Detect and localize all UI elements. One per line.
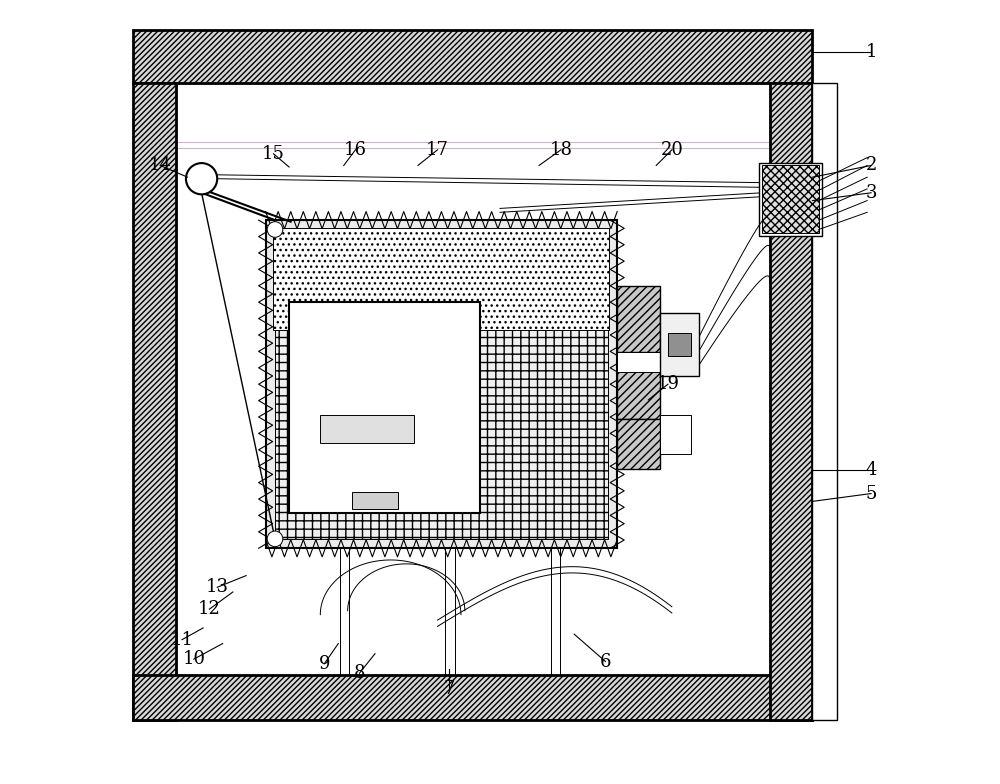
Text: 7: 7 <box>444 680 455 698</box>
Text: 17: 17 <box>426 141 449 159</box>
Bar <box>617 419 660 470</box>
Text: 12: 12 <box>198 601 221 618</box>
Bar <box>617 285 660 352</box>
Bar <box>133 31 812 83</box>
Bar <box>770 83 812 720</box>
Bar <box>273 228 609 329</box>
Text: 1: 1 <box>865 43 877 61</box>
Text: 5: 5 <box>865 485 877 503</box>
Bar <box>660 313 699 376</box>
Bar <box>660 415 691 454</box>
Text: 14: 14 <box>149 157 172 175</box>
Circle shape <box>267 531 283 546</box>
Bar <box>176 83 770 675</box>
Text: 4: 4 <box>865 461 877 479</box>
Bar <box>275 230 608 539</box>
Text: 15: 15 <box>262 145 285 163</box>
Bar <box>668 332 691 356</box>
Circle shape <box>186 163 217 194</box>
Text: 16: 16 <box>344 141 367 159</box>
Text: 20: 20 <box>660 141 683 159</box>
Text: 19: 19 <box>656 376 679 394</box>
Bar <box>617 352 660 372</box>
Text: 8: 8 <box>354 664 365 682</box>
Bar <box>133 83 176 720</box>
Bar <box>617 360 660 419</box>
Bar <box>352 492 398 509</box>
Bar <box>759 163 822 236</box>
Text: 9: 9 <box>318 655 330 673</box>
Bar <box>762 165 819 234</box>
Circle shape <box>267 222 283 238</box>
Text: 13: 13 <box>206 579 229 597</box>
Text: 10: 10 <box>182 650 205 668</box>
Text: 18: 18 <box>549 141 572 159</box>
Bar <box>133 675 812 720</box>
Text: 3: 3 <box>865 183 877 201</box>
Bar <box>266 220 617 548</box>
Bar <box>812 83 837 720</box>
Text: 6: 6 <box>600 652 611 670</box>
Text: 11: 11 <box>171 630 194 648</box>
Bar <box>289 302 480 513</box>
Text: 2: 2 <box>865 157 877 175</box>
Bar <box>320 416 414 443</box>
